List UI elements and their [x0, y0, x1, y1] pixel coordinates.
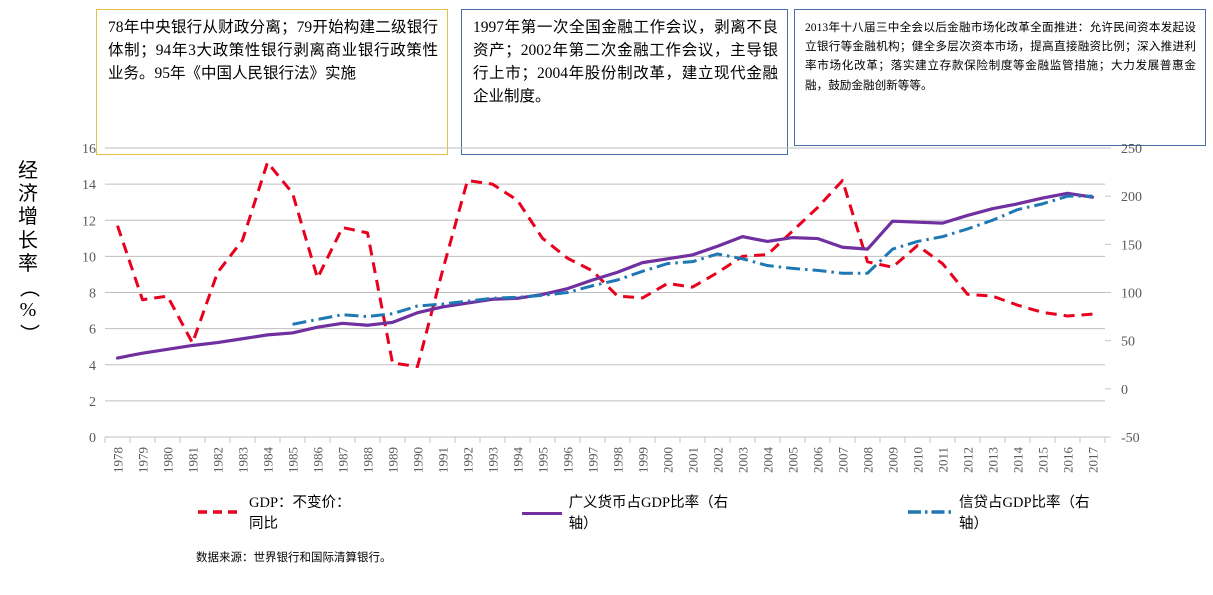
legend-item-m2[interactable]: 广义货币占GDP比率（右轴） [521, 491, 740, 533]
annotation-box-reform-1978-1995: 78年中央银行从财政分离；79开始构建二级银行体制；94年3大政策性银行剥离商业… [96, 9, 448, 155]
y-axis-tick-label: 16 [82, 142, 96, 157]
x-axis-tick-label: 2002 [711, 447, 726, 473]
series-line-credit [292, 194, 1093, 326]
x-axis-tick-label: 2007 [836, 447, 851, 474]
legend-swatch-credit [908, 506, 952, 518]
x-axis-tick-label: 1990 [411, 447, 426, 473]
x-axis-tick-label: 2015 [1036, 447, 1051, 473]
x-axis-tick-label: 1995 [536, 447, 551, 473]
x-axis-tick-label: 2005 [786, 447, 801, 473]
x-axis-tick-label: 2004 [761, 447, 776, 474]
x-axis-tick-label: 2012 [961, 447, 976, 473]
x-axis-tick-label: 1985 [286, 447, 301, 473]
chart-legend: GDP：不变价：同比 广义货币占GDP比率（右轴） 信贷占GDP比率（右轴） [120, 495, 1100, 532]
x-axis-tick-label: 1981 [186, 447, 201, 473]
y-axis-tick-label: 4 [89, 359, 96, 374]
legend-item-credit[interactable]: 信贷占GDP比率（右轴） [908, 491, 1100, 533]
y2-axis-tick-label: 100 [1121, 287, 1142, 302]
x-axis-tick-label: 1989 [386, 447, 401, 473]
x-axis-tick-label: 2013 [986, 447, 1001, 473]
x-axis-tick-label: 2016 [1061, 447, 1076, 474]
legend-label-credit: 信贷占GDP比率（右轴） [959, 495, 1090, 532]
y2-axis-tick-label: 200 [1121, 190, 1142, 205]
x-axis-tick-label: 1987 [336, 447, 351, 474]
y-axis-tick-label: 6 [89, 323, 96, 338]
x-axis-tick-label: 2014 [1011, 447, 1026, 474]
y-axis-title-char: 率 [18, 252, 38, 275]
legend-swatch-m2 [521, 511, 562, 515]
legend-label-m2: 广义货币占GDP比率（右轴） [568, 495, 729, 532]
x-axis-tick-label: 2000 [661, 447, 676, 473]
series-line-m2 [115, 191, 1095, 360]
annotation-box-reform-1997-2004: 1997年第一次全国金融工作会议，剥离不良资产；2002年第二次金融工作会议，主… [461, 9, 788, 155]
data-source-note: 数据来源：世界银行和国际清算银行。 [196, 552, 392, 564]
series-line-gdp [116, 160, 1093, 369]
annotation-box-reform-2013-onward: 2013年十八届三中全会以后金融市场化改革全面推进：允许民间资本发起设立银行等金… [794, 9, 1206, 146]
x-axis-tick-label: 1984 [261, 447, 276, 474]
y-axis-title-char: 济 [18, 183, 38, 206]
y-axis-tick-label: 8 [89, 287, 96, 302]
y-axis-title-percent: % [19, 299, 37, 322]
x-axis-tick-label: 2011 [936, 447, 951, 473]
x-axis-tick-label: 1994 [511, 447, 526, 474]
x-axis-tick-label: 1979 [136, 447, 151, 473]
x-axis-tick-label: 1992 [461, 447, 476, 473]
x-axis-tick-label: 2009 [886, 447, 901, 473]
x-axis-tick-label: 1996 [561, 447, 576, 474]
y2-axis-tick-label: 50 [1121, 335, 1135, 350]
x-axis-tick-label: 1991 [436, 447, 451, 473]
legend-item-gdp[interactable]: GDP：不变价：同比 [198, 491, 364, 533]
x-axis-tick-label: 1986 [311, 447, 326, 474]
y-axis-tick-label: 0 [89, 431, 96, 446]
x-axis-tick-label: 1982 [211, 447, 226, 473]
x-axis-tick-label: 2010 [911, 447, 926, 473]
x-axis-tick-label: 1980 [161, 447, 176, 473]
y2-axis-tick-label: 250 [1121, 142, 1142, 157]
x-axis-tick-label: 1993 [486, 447, 501, 473]
x-axis-tick-label: 1998 [611, 447, 626, 473]
x-axis-tick-label: 2001 [686, 447, 701, 473]
y2-axis-tick-label: 0 [1121, 383, 1128, 398]
x-axis-tick-label: 1983 [236, 447, 251, 473]
legend-swatch-gdp [198, 506, 242, 518]
y2-axis-tick-label: 150 [1121, 238, 1142, 253]
x-axis-tick-label: 2003 [736, 447, 751, 473]
y-axis-title-char: 增 [18, 206, 38, 229]
y-axis-tick-label: 10 [82, 250, 96, 265]
y-axis-tick-label: 12 [82, 214, 96, 229]
x-axis-tick-label: 1978 [111, 447, 126, 473]
x-axis-tick-label: 1988 [361, 447, 376, 473]
y2-axis-tick-label: -50 [1121, 431, 1140, 446]
y-axis-title-char: 长 [18, 229, 38, 252]
y-axis-tick-label: 14 [82, 178, 96, 193]
x-axis-tick-label: 1999 [636, 447, 651, 473]
legend-label-gdp: GDP：不变价：同比 [249, 495, 351, 532]
y-axis-tick-label: 2 [89, 395, 96, 410]
x-axis-tick-label: 2017 [1086, 447, 1101, 474]
x-axis-tick-label: 2006 [811, 447, 826, 474]
y-axis-title: 经 济 增 长 率 （ % ） [8, 160, 48, 410]
y-axis-title-char: 经 [18, 160, 38, 182]
x-axis-tick-label: 1997 [586, 447, 601, 474]
x-axis-tick-label: 2008 [861, 447, 876, 473]
